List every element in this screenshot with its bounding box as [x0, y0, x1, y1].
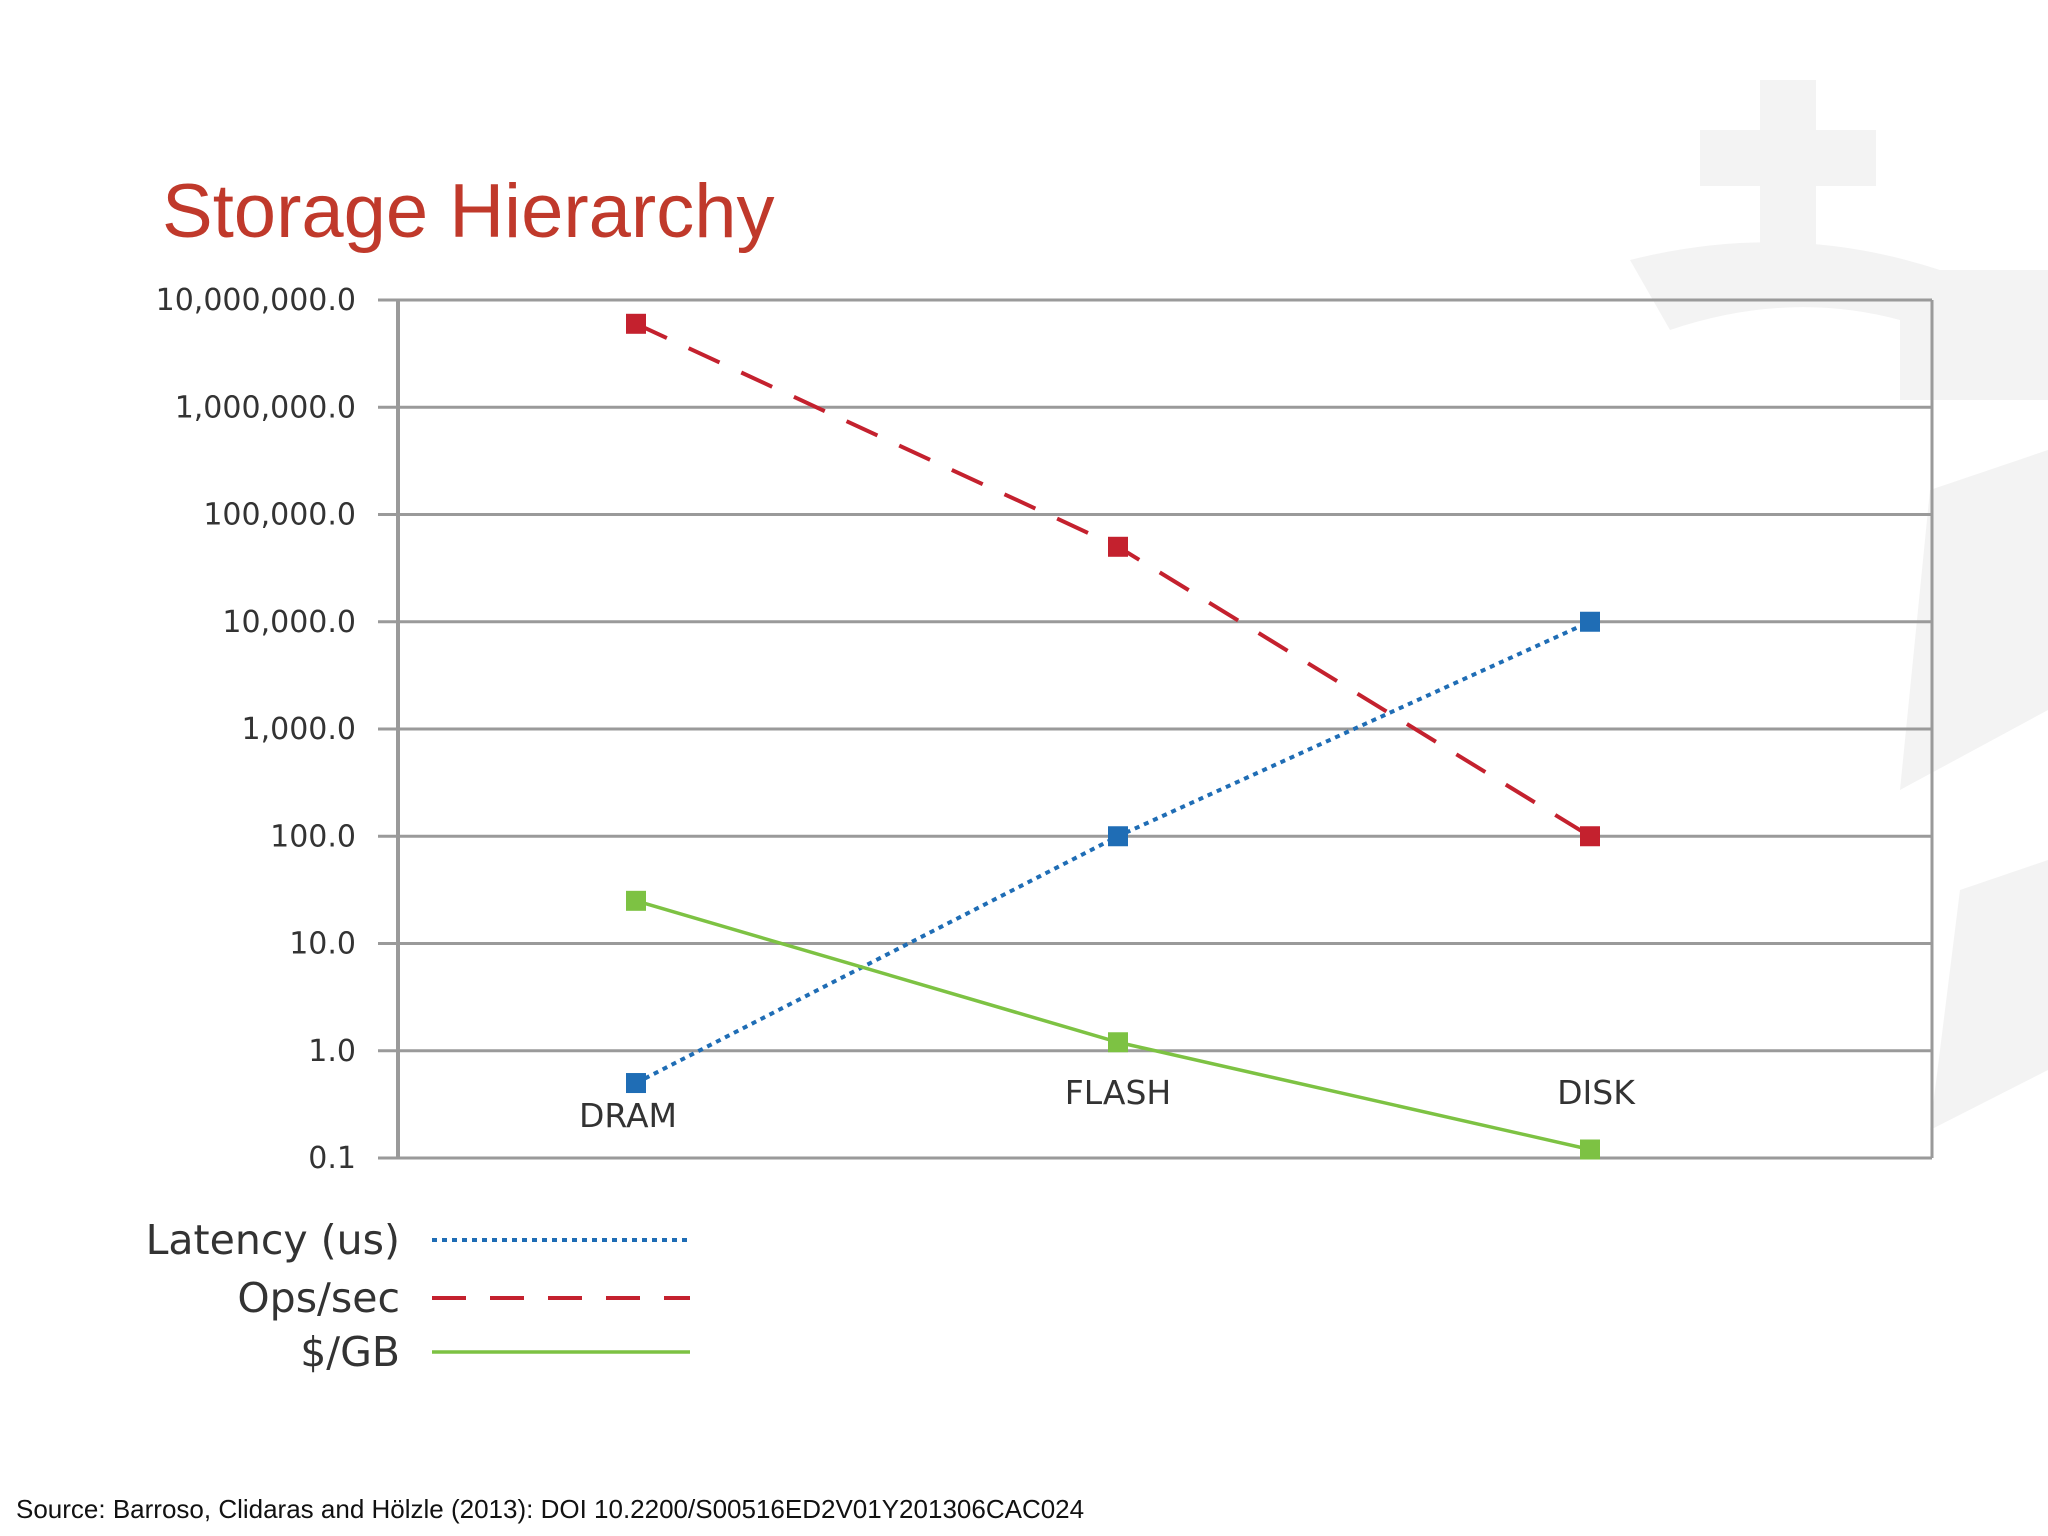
data-point-marker: [1580, 1139, 1600, 1160]
y-tick-label: 10,000.0: [222, 605, 356, 640]
x-category-label: DRAM: [579, 1096, 677, 1135]
slide-title: Storage Hierarchy: [162, 169, 775, 254]
y-tick-label: 10.0: [289, 927, 356, 962]
y-tick-label: 100,000.0: [203, 498, 356, 533]
plot-frame: [396, 300, 1934, 1158]
series-line: [635, 899, 1591, 1152]
chart-gridlines: [378, 298, 1932, 1160]
crest-watermark: [1630, 80, 2048, 1130]
y-tick-label: 10,000,000.0: [156, 283, 356, 318]
x-category-label: FLASH: [1065, 1073, 1171, 1112]
series-line: [635, 619, 1591, 1085]
data-point-marker: [1108, 536, 1128, 557]
y-tick-label: 1.0: [308, 1034, 356, 1069]
x-axis-categories: DRAM FLASH DISK: [579, 1073, 1636, 1135]
series-line: [635, 321, 1592, 838]
y-tick-label: 0.1: [308, 1141, 356, 1176]
y-tick-label: 100.0: [270, 819, 356, 854]
data-point-marker: [626, 1073, 646, 1094]
y-tick-label: 1,000,000.0: [175, 390, 356, 425]
legend-label: Latency (us): [146, 1216, 400, 1264]
x-category-label: DISK: [1557, 1073, 1636, 1112]
source-citation: Source: Barroso, Clidaras and Hölzle (20…: [16, 1494, 1085, 1524]
y-tick-label: 1,000.0: [241, 712, 356, 747]
data-point-marker: [1580, 826, 1600, 847]
data-point-marker: [626, 313, 646, 334]
legend-label: $/GB: [300, 1328, 400, 1376]
data-point-marker: [1580, 611, 1600, 632]
y-axis-ticks: 10,000,000.0 1,000,000.0 100,000.0 10,000.0…: [156, 283, 356, 1176]
data-point-marker: [626, 890, 646, 911]
data-point-marker: [1108, 1032, 1128, 1053]
data-point-marker: [1108, 826, 1128, 847]
chart-legend: Latency (us) Ops/sec $/GB: [146, 1216, 690, 1376]
chart-series: [626, 313, 1600, 1160]
legend-label: Ops/sec: [237, 1274, 400, 1322]
